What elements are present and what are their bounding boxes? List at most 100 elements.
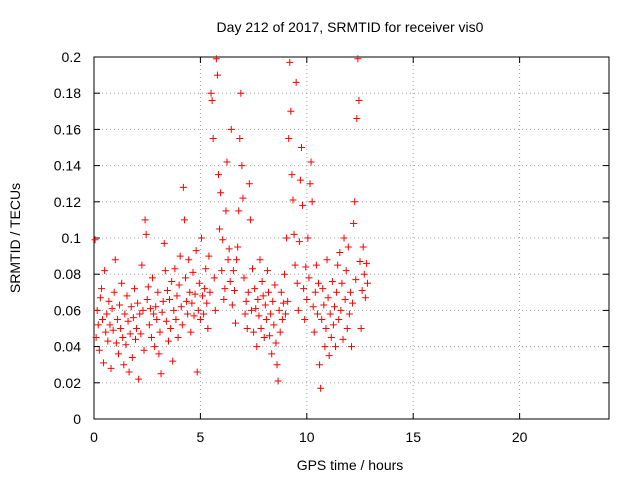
data-point bbox=[218, 267, 226, 275]
data-point bbox=[136, 310, 144, 318]
data-point bbox=[106, 321, 114, 329]
data-point bbox=[251, 285, 259, 293]
data-point bbox=[114, 350, 122, 358]
data-point bbox=[318, 315, 326, 323]
data-point bbox=[362, 259, 370, 267]
data-point bbox=[313, 310, 321, 318]
data-point bbox=[131, 335, 139, 343]
data-point bbox=[258, 277, 266, 285]
data-point bbox=[187, 328, 195, 336]
data-point bbox=[102, 328, 110, 336]
data-point bbox=[276, 328, 284, 336]
data-point bbox=[170, 306, 178, 314]
y-tick-label: 0 bbox=[73, 411, 81, 427]
data-point bbox=[300, 285, 308, 293]
data-point bbox=[225, 245, 233, 253]
data-point bbox=[268, 350, 276, 358]
data-point bbox=[121, 310, 129, 318]
data-point bbox=[260, 334, 268, 342]
data-point bbox=[122, 341, 130, 349]
data-point bbox=[363, 279, 371, 287]
data-point bbox=[216, 225, 224, 233]
data-point bbox=[96, 294, 104, 302]
data-point bbox=[236, 134, 244, 142]
data-point bbox=[174, 334, 182, 342]
data-point bbox=[296, 176, 304, 184]
data-point bbox=[259, 292, 267, 300]
data-point bbox=[344, 243, 352, 251]
data-point bbox=[91, 236, 99, 244]
data-point bbox=[285, 134, 293, 142]
data-point bbox=[262, 315, 270, 323]
data-point bbox=[195, 279, 203, 287]
data-point bbox=[286, 58, 294, 66]
data-point bbox=[275, 306, 283, 314]
data-point bbox=[220, 296, 228, 304]
data-point bbox=[336, 248, 344, 256]
data-point bbox=[311, 288, 319, 296]
data-point bbox=[246, 216, 254, 224]
data-point bbox=[176, 252, 184, 260]
data-point bbox=[94, 321, 102, 329]
data-point bbox=[200, 310, 208, 318]
data-point bbox=[185, 256, 193, 264]
data-point bbox=[317, 384, 325, 392]
data-point bbox=[328, 277, 336, 285]
y-tick-label: 0.04 bbox=[54, 339, 81, 355]
data-point bbox=[271, 281, 279, 289]
data-point bbox=[169, 357, 177, 365]
y-tick-label: 0.2 bbox=[62, 49, 82, 65]
grid bbox=[94, 57, 609, 419]
y-axis-label: SRMTID / TECUs bbox=[7, 183, 23, 293]
data-point bbox=[145, 321, 153, 329]
data-point bbox=[325, 352, 333, 360]
data-point bbox=[116, 301, 124, 309]
axis-ticks bbox=[93, 56, 609, 420]
data-point bbox=[345, 310, 353, 318]
data-point bbox=[356, 258, 364, 266]
data-point bbox=[304, 234, 312, 242]
data-point bbox=[166, 296, 174, 304]
x-tick-labels: 0 5 10 15 20 bbox=[90, 429, 528, 445]
data-point bbox=[191, 290, 199, 298]
data-point bbox=[119, 334, 127, 342]
data-point bbox=[100, 359, 108, 367]
data-point bbox=[292, 78, 300, 86]
data-point bbox=[123, 292, 131, 300]
data-point bbox=[348, 343, 355, 351]
data-point bbox=[295, 238, 303, 246]
data-point bbox=[332, 343, 340, 351]
data-point bbox=[99, 315, 107, 323]
data-point bbox=[227, 125, 235, 133]
data-point bbox=[340, 234, 348, 242]
data-point bbox=[179, 183, 187, 191]
data-point bbox=[105, 297, 113, 305]
data-point bbox=[155, 350, 163, 358]
data-point bbox=[309, 303, 317, 311]
data-point bbox=[337, 306, 345, 314]
data-point bbox=[346, 288, 354, 296]
data-point bbox=[247, 306, 255, 314]
data-point bbox=[152, 303, 160, 311]
data-point bbox=[360, 270, 368, 278]
data-point bbox=[147, 334, 155, 342]
data-point bbox=[269, 297, 277, 305]
data-point bbox=[294, 306, 302, 314]
data-point bbox=[234, 243, 242, 251]
data-point bbox=[103, 310, 111, 318]
x-axis-label: GPS time / hours bbox=[297, 457, 404, 473]
data-point bbox=[329, 321, 337, 329]
data-point bbox=[265, 288, 273, 296]
data-point bbox=[113, 315, 121, 323]
data-point bbox=[323, 256, 331, 264]
data-point bbox=[358, 286, 366, 294]
data-point bbox=[129, 314, 137, 322]
data-point bbox=[161, 267, 169, 275]
data-point bbox=[352, 276, 360, 284]
data-point bbox=[183, 297, 191, 305]
x-tick-label: 15 bbox=[405, 429, 421, 445]
x-tick-label: 20 bbox=[512, 429, 528, 445]
data-point bbox=[222, 207, 230, 215]
data-point bbox=[188, 299, 196, 307]
data-point bbox=[153, 315, 161, 323]
